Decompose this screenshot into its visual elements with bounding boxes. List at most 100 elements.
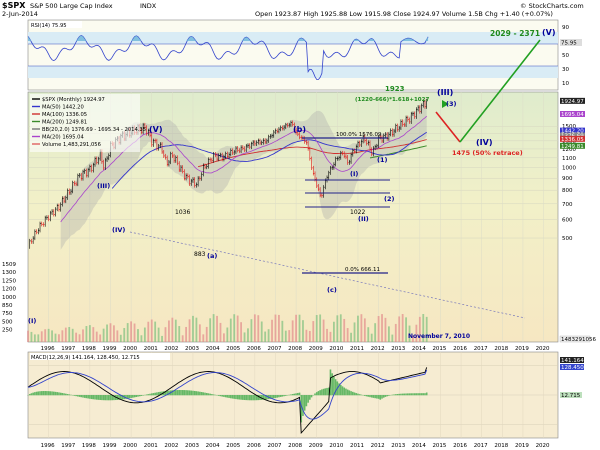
macd-hist-bar	[54, 391, 57, 396]
rsi-overbought-band	[28, 32, 558, 44]
macd-label-background	[30, 353, 170, 360]
wave-label-i-1995: (I)	[28, 317, 36, 325]
volume-bar	[333, 321, 335, 342]
volume-bar	[398, 316, 401, 342]
macd-hist-bar	[109, 395, 112, 401]
volume-bar	[202, 334, 205, 342]
volume-bar	[243, 332, 246, 342]
value-marker	[560, 127, 585, 134]
x-tick-label: 2019	[515, 443, 529, 449]
macd-hist-bar	[254, 395, 256, 401]
macd-hist-bar	[415, 393, 418, 396]
macd-hist-bar	[223, 395, 225, 397]
macd-hist-bar	[400, 393, 402, 396]
volume-bar	[370, 333, 373, 342]
x-tick-label-mid: 2004	[206, 346, 220, 352]
x-tick-label-mid: 2005	[226, 346, 240, 352]
macd-hist-bar	[247, 395, 249, 401]
volume-bar	[374, 323, 377, 342]
volume-bar	[264, 331, 267, 342]
macd-hist-bar	[99, 395, 101, 400]
macd-hist-bar	[355, 393, 358, 396]
volume-bar	[119, 334, 122, 342]
volume-bar	[147, 321, 150, 342]
macd-hist-bar	[126, 395, 129, 399]
volume-bar	[198, 324, 201, 342]
macd-hist-bar	[255, 395, 258, 401]
x-tick-label-mid: 2009	[309, 346, 323, 352]
macd-hist-bar	[157, 392, 160, 396]
macd-hist-bar	[128, 395, 131, 399]
macd-hist-bar	[281, 395, 284, 397]
x-tick-label-mid: 1998	[82, 346, 96, 352]
volume-bar	[116, 330, 119, 342]
rsi-tick-label: 50	[562, 53, 569, 59]
value-marker	[560, 97, 585, 104]
volume-bar	[178, 326, 181, 342]
macd-hist-bar	[102, 395, 105, 401]
x-tick-label-mid: 1997	[61, 346, 75, 352]
legend-entry: $SPX (Monthly) 1924.97	[42, 97, 105, 103]
volume-bar	[223, 333, 225, 342]
macd-hist-bar	[310, 395, 313, 398]
macd-hist-bar	[370, 395, 373, 398]
macd-hist-bar	[338, 383, 340, 396]
macd-hist-bar	[221, 395, 223, 397]
volume-bar	[102, 328, 105, 342]
volume-bar	[381, 314, 383, 342]
macd-hist-bar	[104, 395, 107, 401]
price-tick-label: 800	[562, 188, 573, 194]
volume-bar	[54, 333, 57, 342]
x-tick-label: 2006	[247, 443, 261, 449]
macd-hist-bar	[231, 395, 234, 399]
macd-hist-bar	[78, 395, 81, 397]
x-tick-label-mid: 2010	[329, 346, 343, 352]
volume-bar	[236, 315, 239, 342]
value-marker-label: 1442.20	[561, 129, 584, 135]
macd-hist-bar	[28, 394, 31, 396]
x-tick-label: 2005	[226, 443, 240, 449]
volume-bar	[405, 317, 407, 342]
macd-hist-bar	[199, 391, 201, 396]
macd-hist-bar	[369, 395, 371, 398]
volume-bar	[64, 327, 67, 342]
macd-hist-bar	[101, 395, 103, 401]
volume-tick-label: 850	[2, 303, 13, 309]
x-tick-label: 2003	[185, 443, 199, 449]
price-tick-label: 1100	[562, 156, 576, 162]
x-tick-label-mid: 2016	[453, 346, 467, 352]
x-tick-label: 2011	[350, 443, 364, 449]
x-tick-label: 1997	[61, 443, 75, 449]
macd-hist-bar	[80, 395, 83, 398]
macd-hist-bar	[39, 391, 41, 396]
volume-bar	[257, 315, 260, 342]
x-tick-label-mid: 2001	[144, 346, 158, 352]
macd-hist-bar	[183, 390, 186, 396]
x-tick-label-mid: 2011	[350, 346, 364, 352]
macd-hist-bar	[77, 395, 79, 397]
wave-label-2: (2)	[384, 195, 394, 203]
macd-hist-bar	[173, 390, 175, 396]
wave-label-iii-2014: (III)	[437, 88, 453, 97]
macd-hist-bar	[401, 393, 404, 396]
volume-axis: 1509 1300 1250 1200 1000 850 750 500 250	[2, 262, 16, 334]
volume-bar	[312, 321, 315, 342]
volume-bar	[415, 324, 418, 342]
volume-bar	[308, 330, 311, 342]
legend: $SPX (Monthly) 1924.97 MA(50) 1442.20MA(1…	[30, 94, 146, 152]
x-tick-label-mid: 2020	[536, 346, 550, 352]
x-tick-label-mid: 1996	[41, 346, 55, 352]
ohlc-label: Open 1923.87 High 1925.88 Low 1915.98 Cl…	[255, 10, 553, 18]
rsi-tick-label: 10	[562, 81, 569, 87]
macd-hist-bar	[166, 390, 169, 396]
macd-hist-bar	[197, 391, 199, 396]
x-tick-label: 1996	[41, 443, 55, 449]
volume-bar	[291, 320, 294, 342]
volume-bar	[185, 326, 188, 342]
macd-signal-marker-label: 128.450	[561, 365, 584, 371]
volume-bar	[61, 330, 64, 342]
x-tick-label: 2020	[536, 443, 550, 449]
volume-bar	[326, 328, 328, 342]
volume-bars	[27, 314, 428, 342]
rsi-oversold-band	[28, 66, 558, 78]
